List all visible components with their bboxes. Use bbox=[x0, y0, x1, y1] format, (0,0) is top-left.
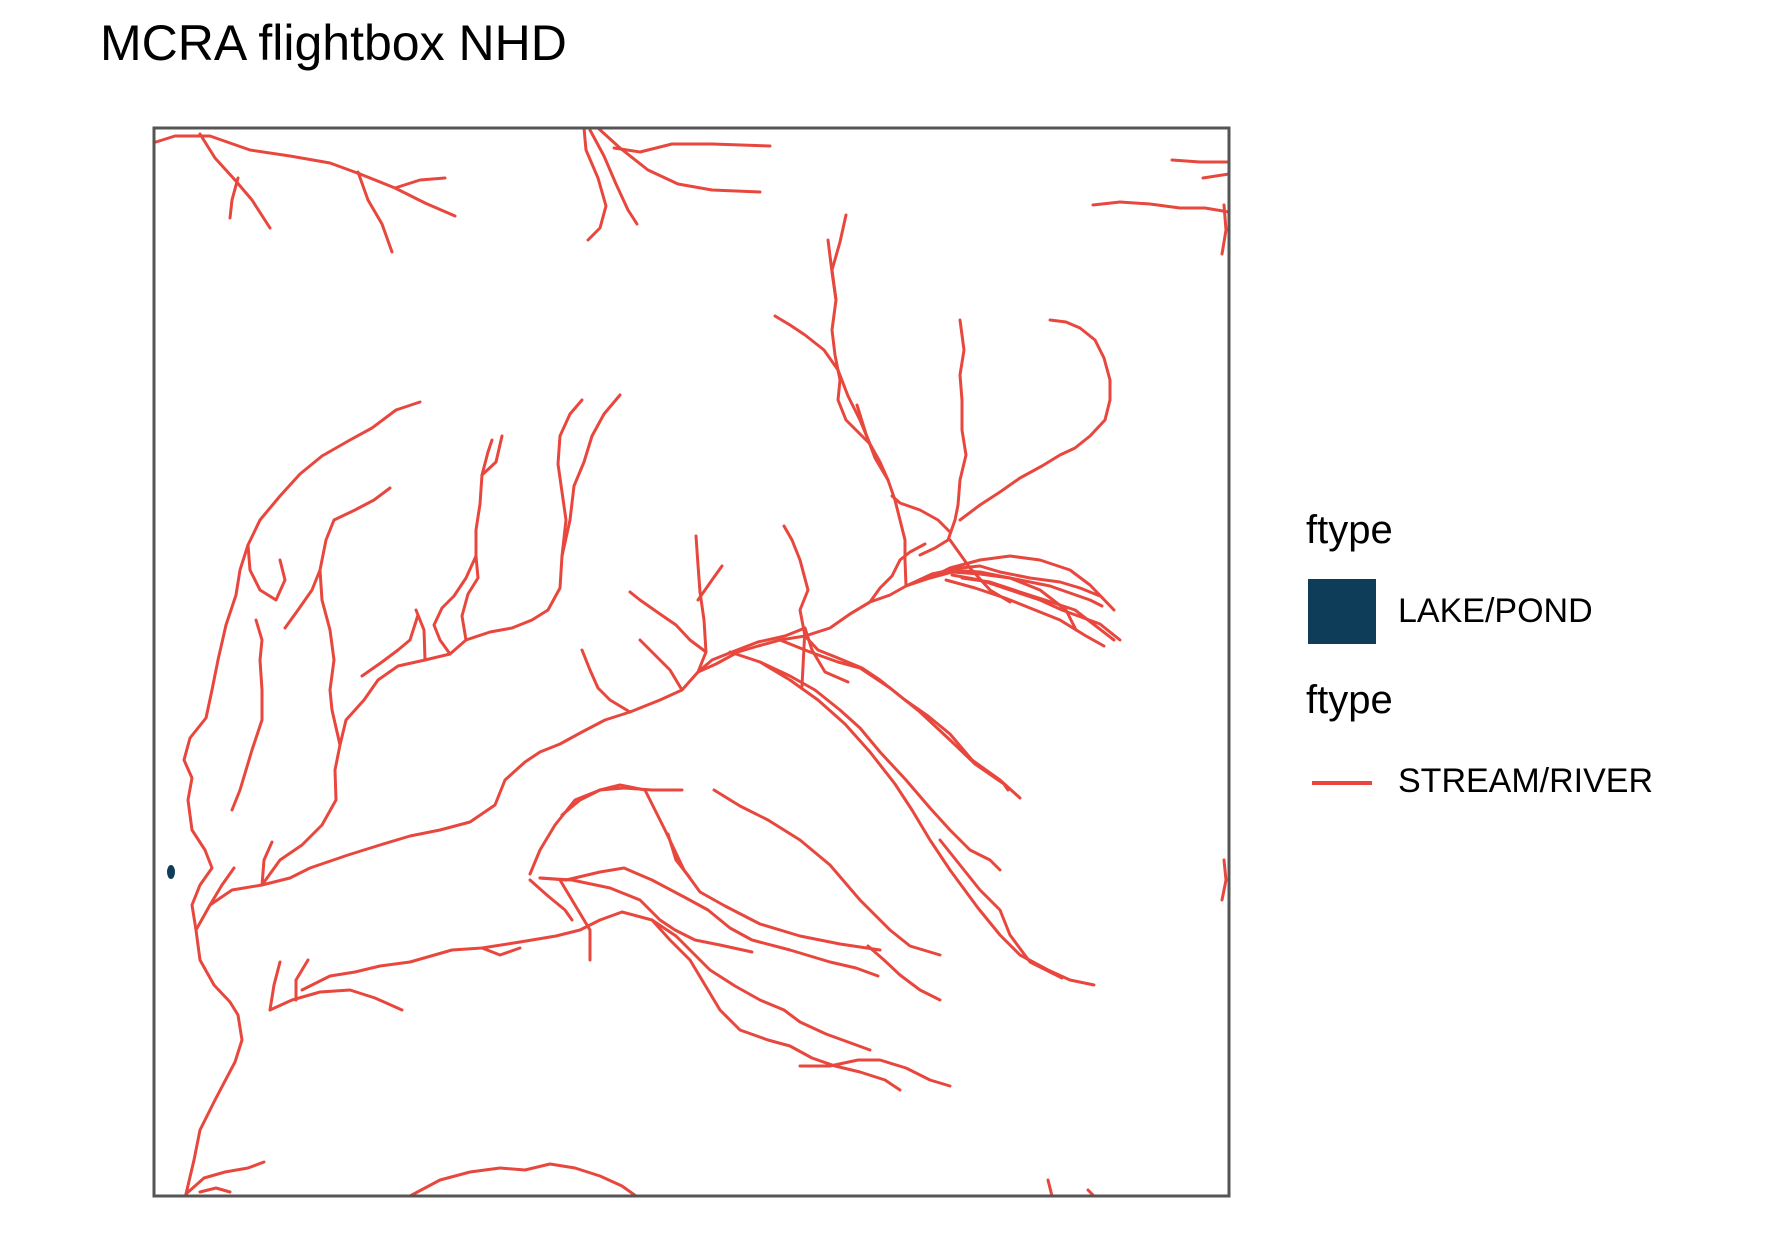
stream-line bbox=[318, 486, 392, 747]
stream-line bbox=[918, 318, 968, 557]
stream-line bbox=[460, 438, 494, 642]
stream-line bbox=[628, 590, 708, 654]
map-frame bbox=[152, 126, 1231, 1198]
stream-line bbox=[184, 1160, 266, 1196]
stream-line bbox=[728, 650, 1002, 872]
stream-line bbox=[588, 128, 639, 226]
stream-line bbox=[1046, 1178, 1054, 1196]
stream-line bbox=[230, 618, 264, 812]
stream-line bbox=[294, 958, 310, 1002]
stream-line bbox=[1201, 172, 1229, 180]
stream-line bbox=[228, 176, 240, 220]
stream-line bbox=[958, 318, 1112, 522]
stream-line bbox=[778, 638, 1010, 792]
stream-line bbox=[598, 783, 882, 952]
stream-line bbox=[928, 554, 1116, 612]
stream-line bbox=[890, 494, 952, 534]
stream-line bbox=[393, 176, 447, 190]
stream-line bbox=[950, 573, 1122, 642]
stream-line bbox=[596, 128, 762, 194]
stream-line bbox=[1220, 203, 1228, 256]
stream-line bbox=[650, 918, 902, 1092]
stream-line bbox=[184, 626, 807, 1196]
stream-line bbox=[1220, 858, 1228, 902]
stream-line bbox=[1091, 200, 1229, 214]
stream-line bbox=[638, 638, 684, 692]
stream-line bbox=[830, 213, 872, 446]
stream-line bbox=[948, 568, 1104, 608]
stream-line bbox=[528, 786, 684, 876]
stream-line bbox=[558, 878, 592, 962]
stream-legend-key bbox=[1312, 781, 1372, 785]
stream-line bbox=[260, 840, 274, 887]
stream-line bbox=[960, 576, 1116, 642]
stream-line bbox=[855, 403, 890, 482]
stream-line bbox=[782, 524, 810, 638]
stream-line bbox=[944, 578, 1106, 648]
stream-line bbox=[246, 543, 287, 602]
stream-line bbox=[666, 832, 692, 880]
stream-line bbox=[182, 400, 422, 932]
stream-line bbox=[154, 134, 457, 218]
stream-line bbox=[580, 648, 632, 714]
stream-line bbox=[356, 170, 394, 254]
stream-line bbox=[798, 1058, 952, 1088]
stream-line bbox=[198, 132, 272, 230]
stream-line bbox=[694, 534, 708, 674]
stream-line bbox=[208, 866, 236, 907]
stream-line bbox=[538, 866, 880, 978]
legend-title-stream: ftype bbox=[1306, 678, 1393, 722]
stream-line bbox=[260, 638, 468, 887]
stream-line bbox=[560, 788, 602, 817]
stream-line bbox=[938, 838, 1064, 980]
map-title: MCRA flightbox NHD bbox=[100, 15, 567, 71]
stream-line bbox=[848, 542, 927, 616]
legend-label-stream: STREAM/RIVER bbox=[1398, 762, 1654, 800]
stream-line bbox=[408, 1162, 638, 1196]
stream-line bbox=[528, 878, 574, 922]
stream-network bbox=[154, 128, 1229, 1196]
legend-title-lake: ftype bbox=[1306, 508, 1393, 552]
stream-line bbox=[612, 142, 772, 154]
lake-legend-swatch bbox=[1308, 579, 1376, 644]
stream-line bbox=[268, 960, 282, 1012]
stream-line bbox=[696, 564, 724, 602]
stream-line bbox=[198, 1186, 232, 1194]
stream-line bbox=[866, 944, 942, 1002]
stream-line bbox=[432, 554, 478, 656]
stream-line bbox=[360, 613, 420, 678]
stream-line bbox=[712, 788, 942, 957]
legend-label-lake: LAKE/POND bbox=[1398, 592, 1593, 630]
stream-line bbox=[696, 570, 1078, 674]
stream-line bbox=[582, 128, 608, 242]
stream-line bbox=[826, 238, 838, 302]
stream-line bbox=[480, 946, 522, 957]
stream-line bbox=[556, 398, 584, 558]
lake-pond-polygon bbox=[167, 865, 175, 879]
stream-line bbox=[283, 568, 322, 630]
stream-line bbox=[300, 910, 624, 992]
stream-line bbox=[620, 910, 872, 1052]
stream-line bbox=[480, 434, 504, 477]
stream-line bbox=[268, 988, 404, 1012]
stream-line bbox=[538, 876, 754, 954]
stream-line bbox=[464, 393, 622, 642]
stream-line bbox=[1170, 158, 1229, 164]
